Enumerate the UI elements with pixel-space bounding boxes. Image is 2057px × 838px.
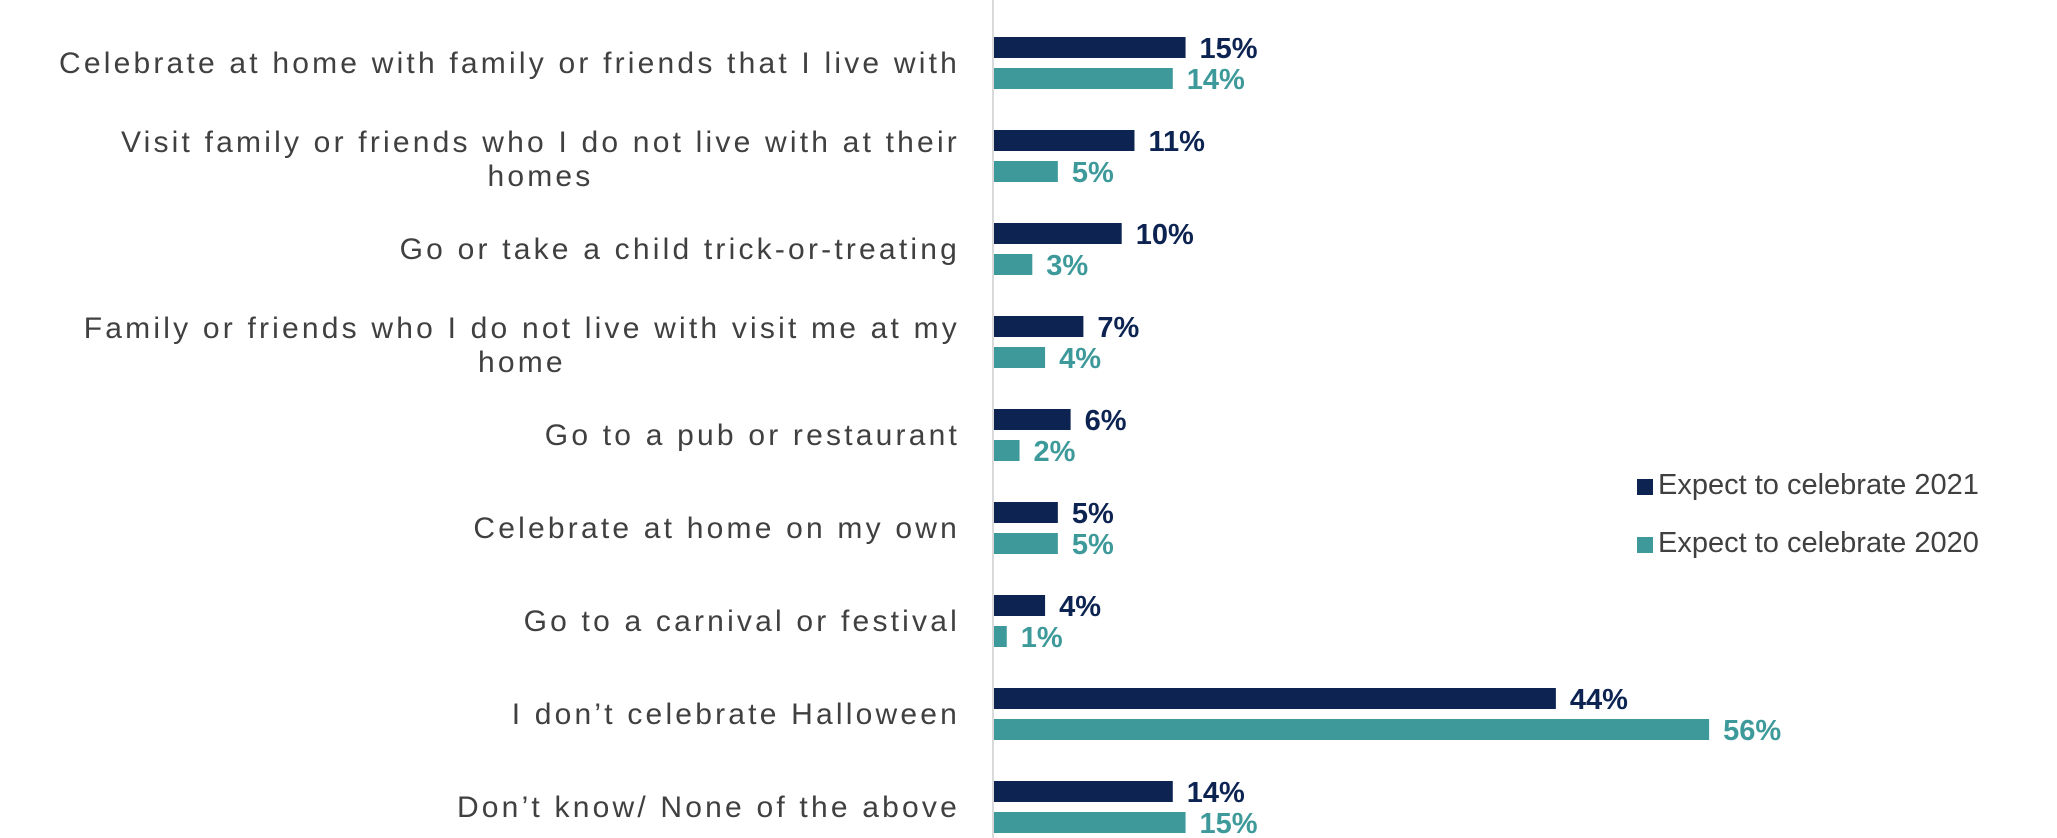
category-label: Go or take a child trick-or-treating — [400, 233, 960, 266]
category-label: Go to a carnival or festival — [524, 605, 960, 638]
legend-label: Expect to celebrate 2021 — [1658, 469, 1979, 501]
data-label: 14% — [1187, 777, 1245, 809]
data-label: 15% — [1200, 808, 1258, 838]
bar — [994, 347, 1046, 368]
data-label: 4% — [1059, 591, 1101, 623]
data-label: 14% — [1187, 64, 1245, 96]
bar — [994, 502, 1058, 523]
bar — [994, 533, 1058, 554]
bar — [994, 130, 1135, 151]
data-label: 6% — [1085, 405, 1127, 437]
bar — [994, 37, 1186, 58]
data-label: 56% — [1723, 715, 1781, 747]
bars — [994, 37, 1710, 833]
category-label: Celebrate at home on my own — [473, 512, 960, 545]
category-label-line: Family or friends who I do not live with… — [84, 312, 960, 345]
data-label: 5% — [1072, 498, 1114, 530]
category-labels: Celebrate at home with family or friends… — [59, 47, 960, 824]
bar — [994, 223, 1122, 244]
data-label: 10% — [1136, 219, 1194, 251]
value-labels: 15%14%11%5%10%3%7%4%6%2%5%5%4%1%44%56%14… — [1021, 33, 1782, 838]
data-label: 1% — [1021, 622, 1063, 654]
category-label-line: homes — [487, 160, 593, 193]
category-label: Celebrate at home with family or friends… — [59, 47, 960, 80]
data-label: 3% — [1046, 250, 1088, 282]
data-label: 5% — [1072, 157, 1114, 189]
data-label: 2% — [1034, 436, 1076, 468]
data-label: 7% — [1097, 312, 1139, 344]
bar — [994, 812, 1186, 833]
category-label-line: home — [478, 346, 566, 379]
data-label: 5% — [1072, 529, 1114, 561]
category-label: Go to a pub or restaurant — [545, 419, 960, 452]
bar — [994, 440, 1020, 461]
category-label: I don’t celebrate Halloween — [512, 698, 960, 731]
legend-label: Expect to celebrate 2020 — [1658, 527, 1979, 559]
category-label: Visit family or friends who I do not liv… — [121, 126, 960, 193]
bar — [994, 254, 1033, 275]
bar — [994, 688, 1556, 709]
bar — [994, 161, 1058, 182]
legend: Expect to celebrate 2021 Expect to celebr… — [1637, 469, 1979, 559]
legend-swatch — [1637, 479, 1653, 495]
bar — [994, 68, 1173, 89]
bar — [994, 409, 1071, 430]
category-label: Don’t know/ None of the above — [457, 791, 960, 824]
bar — [994, 595, 1046, 616]
data-label: 44% — [1570, 684, 1628, 716]
bar — [994, 719, 1710, 740]
category-label: Family or friends who I do not live with… — [84, 312, 960, 379]
bar — [994, 316, 1084, 337]
bar — [994, 781, 1173, 802]
legend-swatch — [1637, 537, 1653, 553]
data-label: 11% — [1148, 126, 1205, 158]
data-label: 4% — [1059, 343, 1101, 375]
data-label: 15% — [1200, 33, 1258, 65]
category-label-line: Visit family or friends who I do not liv… — [121, 126, 960, 159]
bar — [994, 626, 1007, 647]
